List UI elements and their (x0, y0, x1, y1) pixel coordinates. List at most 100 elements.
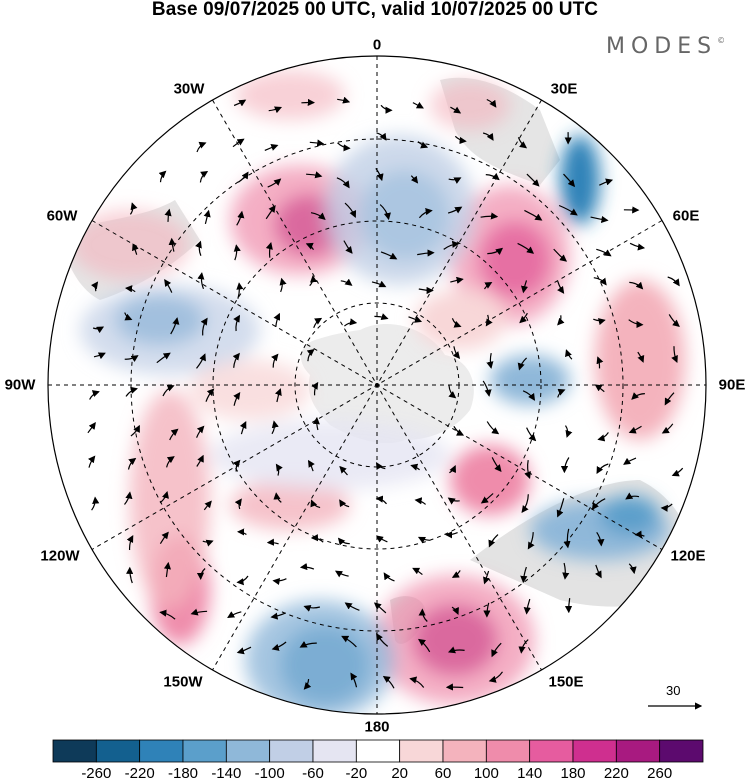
wind-arrow (518, 639, 529, 654)
colorbar-bin (95, 739, 141, 763)
colorbar-bin (139, 739, 184, 763)
wind-arrow (344, 602, 360, 611)
wind-arrow (563, 528, 571, 549)
wind-arrow (409, 676, 425, 688)
wind-arrow (268, 106, 283, 114)
wind-arrow (233, 314, 241, 332)
wind-arrow (483, 282, 493, 290)
wind-arrow (487, 247, 504, 256)
wind-arrow (527, 532, 535, 550)
wind-arrow (196, 425, 205, 438)
wind-arrow (267, 178, 282, 188)
wind-arrow (299, 563, 315, 571)
colorbar-bin (312, 739, 357, 763)
wind-arrow (482, 132, 494, 141)
wind-arrow (344, 318, 358, 327)
wind-arrow (417, 249, 435, 257)
wind-arrow (163, 561, 172, 578)
wind-arrow (195, 240, 202, 256)
wind-arrow (557, 315, 565, 326)
south-pole-marker (375, 383, 379, 387)
wind-arrow (634, 530, 645, 538)
wind-arrow (488, 534, 499, 548)
wind-arrow (671, 346, 678, 364)
colorbar-bin (485, 739, 531, 763)
colorbar-tick-label: 220 (603, 765, 629, 782)
wind-arrow (414, 497, 426, 505)
map-title: Base 09/07/2025 00 UTC, valid 10/07/2025… (151, 0, 599, 20)
wind-arrow (190, 608, 208, 616)
wind-arrow (371, 280, 387, 288)
colorbar-tick-label: 100 (473, 765, 499, 782)
wind-arrow (485, 172, 500, 181)
wind-arrow (159, 531, 169, 544)
wind-arrow (519, 312, 528, 324)
wind-arrow (88, 455, 96, 468)
wind-arrow (344, 202, 357, 218)
wind-arrow (418, 608, 428, 622)
colorbar-tick-label: -180 (167, 765, 199, 782)
wind-arrow (556, 498, 565, 518)
wind-arrow (410, 175, 419, 184)
wind-arrow (560, 457, 570, 474)
wind-arrow (667, 276, 680, 287)
wind-arrow (89, 390, 100, 400)
wind-arrow (374, 313, 389, 321)
colorbar-tick-label: 180 (560, 765, 586, 782)
colorbar-tick-label: -20 (345, 765, 368, 782)
wind-arrow (232, 138, 245, 148)
wind-arrow (273, 312, 281, 328)
wind-arrow (565, 349, 573, 360)
wind-arrow (628, 563, 637, 575)
wind-arrow (523, 598, 531, 615)
colorbar-tick-label: 140 (517, 765, 543, 782)
wind-arrow (661, 423, 674, 434)
wind-arrow (274, 388, 282, 403)
wind-arrow (166, 456, 175, 468)
wind-arrow (483, 570, 490, 585)
wind-arrow (491, 642, 502, 658)
wind-arrow (596, 463, 609, 475)
wind-arrow (170, 317, 180, 335)
vector-scale-label: 30 (666, 683, 681, 698)
wind-arrow (337, 96, 351, 104)
wind-arrow (517, 242, 535, 254)
wind-arrow (382, 675, 395, 689)
wind-arrow (443, 240, 460, 250)
wind-arrow (340, 278, 353, 286)
wind-arrow (448, 177, 462, 184)
wind-arrow (310, 212, 326, 220)
wind-arrow (196, 141, 207, 153)
wind-arrow (309, 139, 325, 147)
wind-arrow (169, 428, 179, 441)
wind-arrow (447, 206, 463, 214)
colorbar-bin (572, 739, 617, 763)
colorbar-bin (399, 739, 444, 763)
wind-arrow (594, 384, 605, 393)
wind-arrow (486, 98, 497, 108)
wind-arrow (524, 209, 543, 221)
wind-arrow (236, 646, 252, 655)
wind-arrow (124, 312, 133, 321)
colorbar-bin (355, 739, 401, 763)
wind-arrow (668, 314, 680, 327)
wind-arrow (447, 497, 460, 505)
wind-arrow (91, 496, 100, 511)
wind-arrow (126, 535, 134, 551)
wind-arrow (451, 606, 459, 616)
wind-arrow (671, 467, 684, 477)
lon-label-60e: 60E (672, 207, 700, 225)
wind-arrow (156, 352, 171, 364)
wind-arrow (168, 237, 176, 252)
wind-arrow (520, 566, 528, 584)
wind-arrow (272, 577, 287, 586)
wind-arrow (590, 215, 609, 224)
wind-arrow (227, 611, 242, 619)
wind-arrow (488, 671, 503, 683)
wind-arrow (623, 457, 637, 465)
wind-arrow (375, 535, 388, 543)
wind-arrow (196, 568, 206, 580)
wind-arrow (124, 355, 139, 363)
lon-label-30w: 30W (173, 80, 205, 98)
